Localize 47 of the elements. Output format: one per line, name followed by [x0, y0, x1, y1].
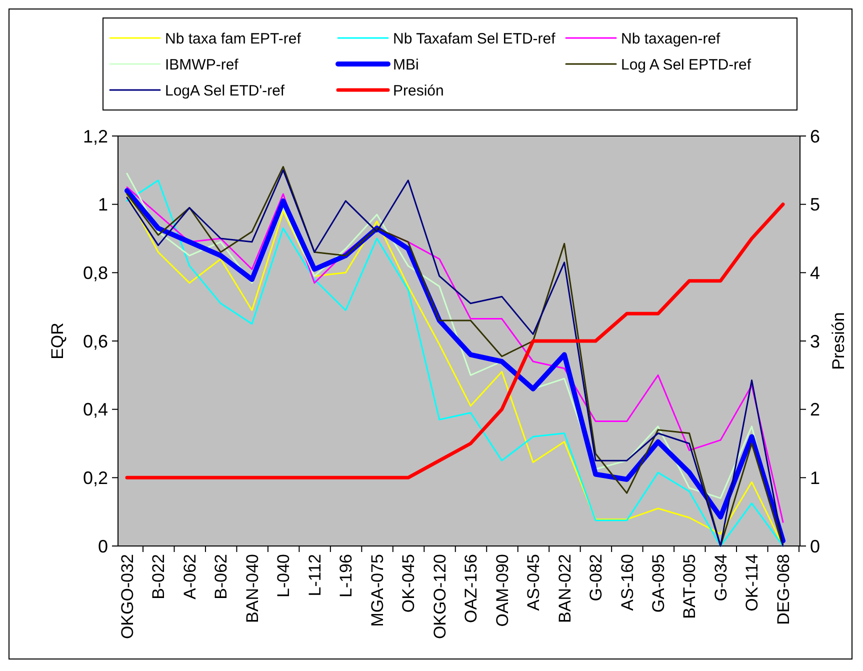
x-tick-label: BAN-022 [555, 554, 574, 623]
y-tick-label: 0 [98, 536, 108, 556]
x-tick-label: G-082 [586, 554, 606, 602]
y2-tick-label: 3 [810, 331, 820, 352]
y2-tick-label: 4 [810, 262, 820, 283]
legend-label: Presión [393, 82, 444, 100]
y2-tick-label: 2 [810, 400, 820, 420]
x-tick-label: OKGO-120 [430, 554, 450, 640]
y-tick-label: 0,4 [82, 400, 108, 420]
x-tick-label: L-112 [305, 554, 324, 596]
x-tick-label: G-034 [711, 554, 730, 602]
legend-label: Nb Taxafam Sel ETD-ref [393, 30, 556, 48]
legend-label: MBi [393, 56, 419, 74]
y2-tick-label: 5 [810, 194, 820, 215]
x-tick-label: BAT-005 [680, 554, 700, 619]
x-tick-label: B-022 [149, 554, 168, 600]
x-tick-label: B-062 [212, 554, 231, 600]
x-tick-label: MGA-075 [368, 554, 387, 627]
y-axis-title: EQR [48, 322, 67, 360]
x-tick-label: DEG-068 [774, 554, 793, 625]
x-tick-label: A-062 [180, 554, 200, 600]
legend-label: LogA Sel ETD'-ref [165, 82, 286, 100]
x-tick-label: AS-160 [618, 554, 637, 611]
x-tick-label: OKGO-032 [118, 554, 137, 640]
x-tick-label: OK-045 [399, 554, 418, 613]
legend-label: Nb taxa fam EPT-ref [165, 30, 302, 48]
y2-tick-label: 1 [810, 468, 820, 488]
x-tick-label: OK-114 [742, 554, 762, 612]
x-tick-label: OAM-090 [492, 554, 512, 627]
x-tick-label: L-040 [274, 554, 294, 598]
y2-axis-title: Presión [828, 312, 848, 370]
legend-label: IBMWP-ref [165, 56, 240, 74]
y-tick-label: 1 [98, 194, 108, 215]
y-tick-label: 0,8 [82, 262, 108, 283]
y2-tick-label: 6 [810, 126, 820, 146]
y2-tick-label: 0 [810, 536, 820, 556]
legend-label: Log A Sel EPTD-ref [621, 56, 752, 74]
x-tick-label: L-196 [336, 554, 356, 598]
x-tick-label: AS-045 [524, 554, 544, 611]
x-tick-label: BAN-040 [242, 554, 262, 623]
x-tick-label: OAZ-156 [462, 554, 481, 623]
y-tick-label: 0,6 [82, 331, 108, 352]
y-tick-label: 0,2 [82, 468, 108, 488]
y-tick-label: 1,2 [82, 126, 108, 146]
x-tick-label: GA-095 [649, 554, 668, 613]
legend-label: Nb taxagen-ref [621, 30, 722, 48]
line-series [125, 202, 785, 480]
